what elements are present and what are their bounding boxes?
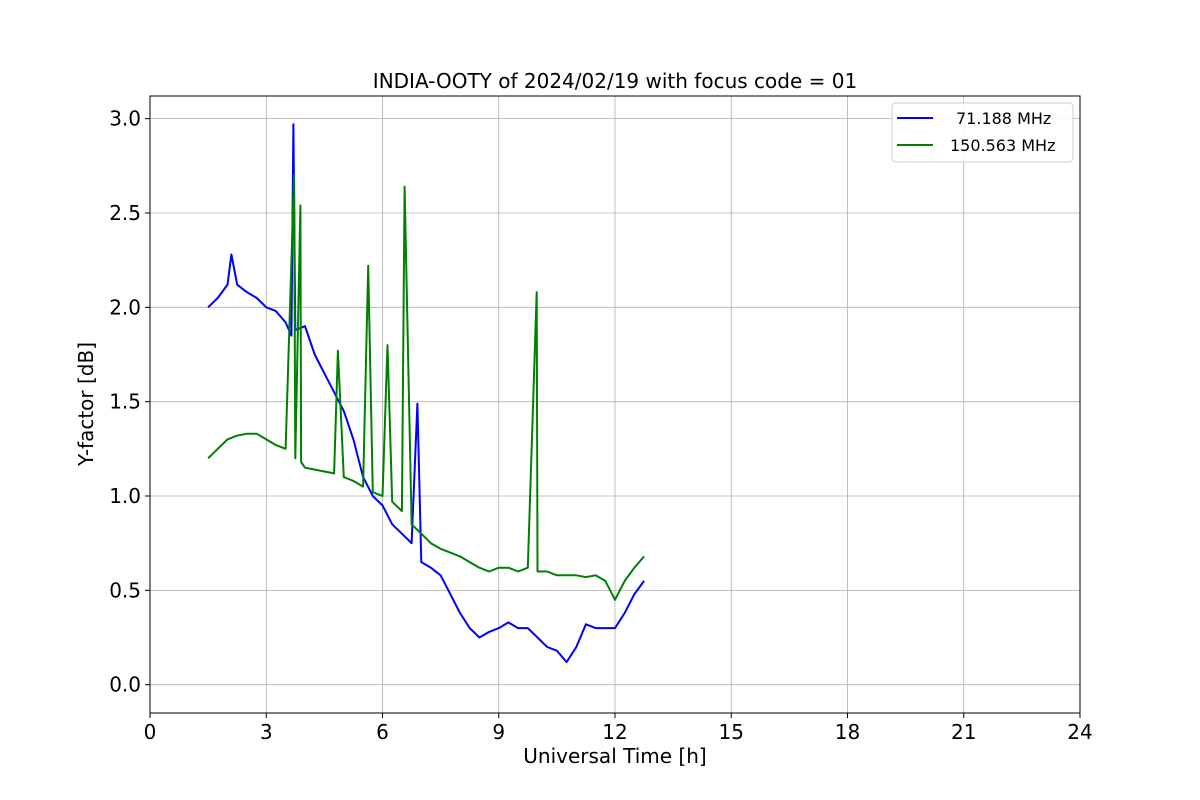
series-line-2	[207, 174, 645, 601]
y-tick-label: 2.0	[109, 295, 141, 319]
x-tick-label: 12	[602, 720, 627, 744]
chart-title: INDIA-OOTY of 2024/02/19 with focus code…	[373, 69, 857, 93]
x-tick-label: 0	[144, 720, 157, 744]
x-tick-label: 24	[1067, 720, 1092, 744]
y-tick-label: 2.5	[109, 201, 141, 225]
x-tick-label: 6	[376, 720, 389, 744]
x-tick-label: 18	[835, 720, 860, 744]
series-layer	[207, 123, 645, 664]
y-tick-label: 3.0	[109, 107, 141, 131]
axis-ticks: 0 3 6 9 12 15 18 21 24 0.0 0.5 1.0 1.5 2.0 2.5 3.0	[109, 107, 1093, 744]
y-axis-label: Y-factor [dB]	[74, 342, 98, 467]
y-tick-label: 0.0	[109, 673, 141, 697]
x-tick-label: 15	[719, 720, 744, 744]
x-tick-label: 3	[260, 720, 273, 744]
legend-label-series-2: 150.563 MHz	[950, 136, 1055, 155]
legend-label-series-1: 71.188 MHz	[956, 109, 1051, 128]
legend: 71.188 MHz 150.563 MHz	[891, 102, 1074, 163]
y-tick-label: 0.5	[109, 578, 141, 602]
legend-box	[891, 102, 1074, 163]
y-tick-label: 1.5	[109, 390, 141, 414]
x-tick-label: 21	[951, 720, 976, 744]
series-line-1	[207, 123, 645, 664]
x-axis-label: Universal Time [h]	[523, 744, 706, 768]
y-tick-label: 1.0	[109, 484, 141, 508]
x-tick-label: 9	[492, 720, 505, 744]
